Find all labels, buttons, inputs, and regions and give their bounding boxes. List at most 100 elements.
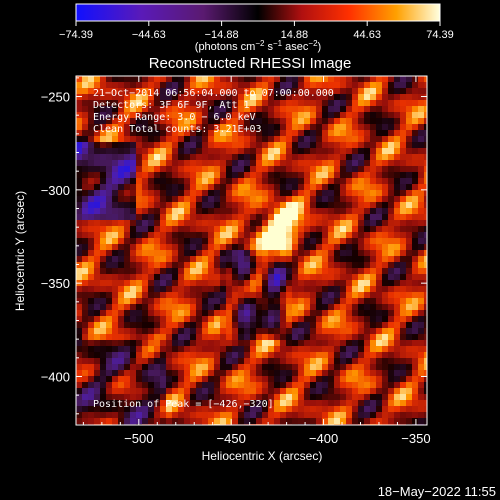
heatmap-cell: [202, 244, 208, 250]
heatmap-cell: [262, 346, 268, 352]
heatmap-cell: [382, 106, 388, 112]
heatmap-cell: [358, 184, 364, 190]
heatmap-cell: [346, 310, 352, 316]
heatmap-cell: [118, 160, 124, 166]
heatmap-cell: [298, 262, 304, 268]
heatmap-cell: [388, 112, 394, 118]
heatmap-cell: [328, 154, 334, 160]
heatmap-cell: [196, 148, 202, 154]
heatmap-cell: [406, 220, 412, 226]
heatmap-cell: [304, 100, 310, 106]
heatmap-cell: [106, 100, 112, 106]
heatmap-cell: [340, 154, 346, 160]
heatmap-cell: [394, 316, 400, 322]
heatmap-cell: [112, 82, 118, 88]
heatmap-cell: [166, 274, 172, 280]
heatmap-cell: [160, 244, 166, 250]
heatmap-cell: [250, 304, 256, 310]
heatmap-cell: [160, 334, 166, 340]
heatmap-cell: [418, 88, 424, 94]
heatmap-cell: [316, 196, 322, 202]
heatmap-cell: [184, 394, 190, 400]
heatmap-cell: [286, 154, 292, 160]
heatmap-cell: [418, 130, 424, 136]
heatmap-cell: [340, 412, 346, 418]
heatmap-cell: [334, 202, 340, 208]
heatmap-cell: [268, 256, 274, 262]
heatmap-cell: [214, 268, 220, 274]
heatmap-cell: [142, 136, 148, 142]
heatmap-cell: [268, 160, 274, 166]
heatmap-cell: [364, 262, 370, 268]
heatmap-cell: [268, 412, 274, 418]
heatmap-cell: [232, 256, 238, 262]
heatmap-cell: [166, 88, 172, 94]
heatmap-cell: [418, 154, 424, 160]
heatmap-cell: [286, 76, 292, 82]
heatmap-cell: [238, 166, 244, 172]
heatmap-cell: [190, 352, 196, 358]
heatmap-cell: [154, 268, 160, 274]
heatmap-cell: [244, 274, 250, 280]
heatmap-cell: [400, 376, 406, 382]
heatmap-cell: [352, 220, 358, 226]
heatmap-cell: [316, 406, 322, 412]
heatmap-cell: [130, 370, 136, 376]
heatmap-cell: [196, 286, 202, 292]
heatmap-cell: [358, 316, 364, 322]
heatmap-cell: [190, 334, 196, 340]
heatmap-cell: [406, 310, 412, 316]
heatmap-cell: [76, 382, 82, 388]
heatmap-cell: [346, 154, 352, 160]
heatmap-cell: [226, 304, 232, 310]
heatmap-cell: [406, 160, 412, 166]
heatmap-cell: [226, 262, 232, 268]
heatmap-cell: [100, 328, 106, 334]
heatmap-cell: [226, 256, 232, 262]
heatmap-cell: [424, 166, 427, 172]
heatmap-cell: [262, 268, 268, 274]
heatmap-cell: [406, 394, 412, 400]
heatmap-cell: [202, 238, 208, 244]
heatmap-cell: [250, 346, 256, 352]
heatmap-cell: [100, 352, 106, 358]
heatmap-cell: [406, 142, 412, 148]
heatmap-cell: [328, 208, 334, 214]
heatmap-cell: [208, 382, 214, 388]
heatmap-cell: [124, 202, 130, 208]
heatmap-cell: [76, 406, 82, 412]
heatmap-cell: [334, 118, 340, 124]
heatmap-cell: [124, 208, 130, 214]
heatmap-cell: [340, 100, 346, 106]
heatmap-cell: [268, 262, 274, 268]
heatmap-cell: [394, 148, 400, 154]
heatmap-cell: [376, 220, 382, 226]
heatmap-cell: [106, 172, 112, 178]
heatmap-cell: [268, 214, 274, 220]
heatmap-cell: [304, 238, 310, 244]
heatmap-cell: [118, 346, 124, 352]
heatmap-cell: [88, 136, 94, 142]
heatmap-cell: [100, 244, 106, 250]
heatmap-cell: [334, 148, 340, 154]
heatmap-cell: [400, 208, 406, 214]
heatmap-cell: [262, 118, 268, 124]
heatmap-cell: [286, 82, 292, 88]
heatmap-cell: [124, 160, 130, 166]
heatmap-cell: [100, 166, 106, 172]
heatmap-cell: [316, 118, 322, 124]
heatmap-cell: [298, 184, 304, 190]
heatmap-cell: [316, 286, 322, 292]
heatmap-cell: [172, 220, 178, 226]
heatmap-cell: [172, 286, 178, 292]
heatmap-cell: [130, 142, 136, 148]
heatmap-cell: [166, 340, 172, 346]
heatmap-cell: [418, 298, 424, 304]
heatmap-cell: [376, 346, 382, 352]
heatmap-cell: [316, 388, 322, 394]
heatmap-cell: [250, 154, 256, 160]
heatmap-cell: [358, 232, 364, 238]
heatmap-cell: [262, 292, 268, 298]
heatmap-cell: [304, 172, 310, 178]
heatmap-cell: [76, 400, 82, 406]
